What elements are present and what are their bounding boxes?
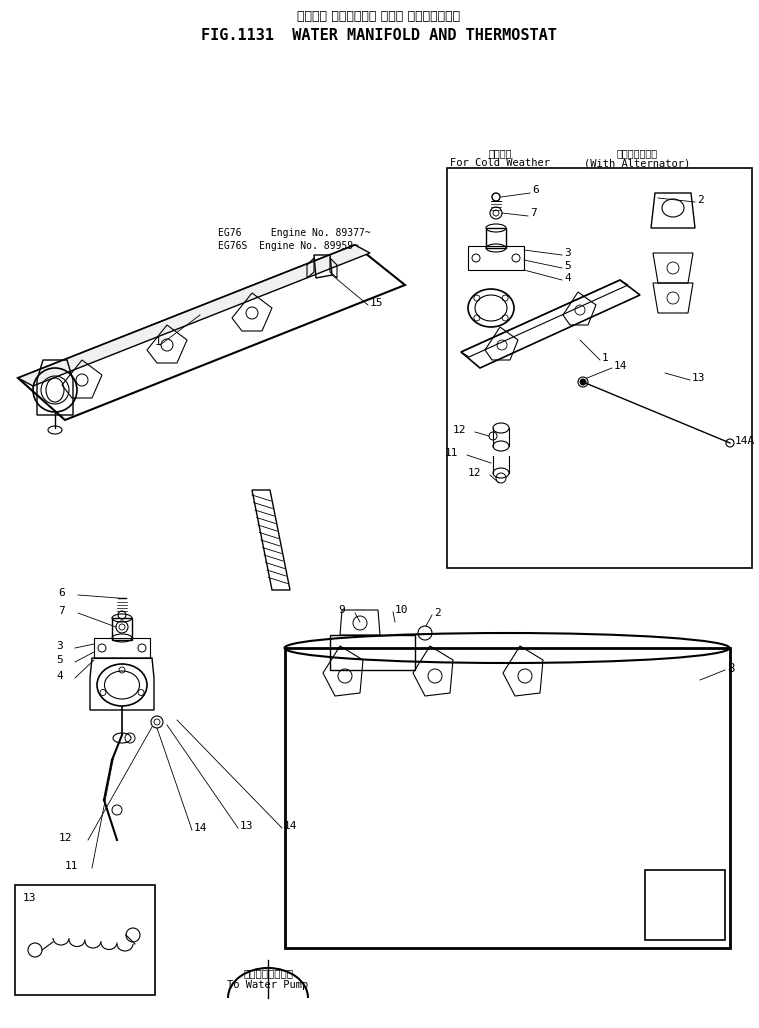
Text: 3: 3 xyxy=(564,248,571,258)
Text: 2: 2 xyxy=(434,608,441,618)
Text: 9: 9 xyxy=(339,605,345,615)
Polygon shape xyxy=(18,245,370,386)
Text: ウォータ マニホールド および サーモスタット: ウォータ マニホールド および サーモスタット xyxy=(298,10,461,23)
Text: EG76S  Engine No. 89959~: EG76S Engine No. 89959~ xyxy=(218,241,359,251)
Text: 11: 11 xyxy=(65,861,78,871)
Text: To Water Pump: To Water Pump xyxy=(228,980,309,990)
Text: (With Alternator): (With Alternator) xyxy=(584,158,690,168)
Text: 10: 10 xyxy=(395,605,408,615)
Text: 7: 7 xyxy=(530,208,537,218)
Text: 8: 8 xyxy=(727,661,735,674)
Text: For Cold Weather: For Cold Weather xyxy=(450,158,550,168)
Text: 寒冷仕様: 寒冷仕様 xyxy=(488,148,512,158)
Text: 13: 13 xyxy=(23,893,36,903)
Text: 6: 6 xyxy=(58,588,65,598)
Text: 4: 4 xyxy=(564,273,571,283)
Text: 1: 1 xyxy=(602,353,609,363)
Bar xyxy=(285,648,730,948)
Text: 12: 12 xyxy=(58,833,72,843)
Text: 3: 3 xyxy=(56,641,63,651)
Bar xyxy=(447,168,752,568)
Text: ウォータポンプへ: ウォータポンプへ xyxy=(243,968,293,978)
Text: 14: 14 xyxy=(194,823,207,833)
Text: 5: 5 xyxy=(56,655,63,665)
Text: 14A: 14A xyxy=(735,436,755,446)
Text: 11: 11 xyxy=(445,448,458,458)
Bar xyxy=(645,870,725,940)
Text: 13: 13 xyxy=(692,373,706,383)
Text: 1: 1 xyxy=(155,337,162,347)
Bar xyxy=(15,885,155,995)
Text: 14: 14 xyxy=(284,821,298,831)
Text: 13: 13 xyxy=(240,821,254,831)
Text: 5: 5 xyxy=(564,261,571,271)
Text: 6: 6 xyxy=(532,185,539,195)
Text: オルタネータ付: オルタネータ付 xyxy=(616,148,657,158)
Text: EG76     Engine No. 89377~: EG76 Engine No. 89377~ xyxy=(218,228,370,238)
Text: 12: 12 xyxy=(468,468,481,478)
Text: 15: 15 xyxy=(370,298,383,308)
Text: 2: 2 xyxy=(697,195,704,205)
Text: 7: 7 xyxy=(58,605,65,616)
Text: 4: 4 xyxy=(56,671,63,681)
Circle shape xyxy=(580,379,586,386)
Bar xyxy=(112,618,132,640)
Bar xyxy=(486,228,506,248)
Text: 14: 14 xyxy=(614,361,628,371)
Text: 12: 12 xyxy=(452,425,466,435)
Text: FIG.1131  WATER MANIFOLD AND THERMOSTAT: FIG.1131 WATER MANIFOLD AND THERMOSTAT xyxy=(201,28,557,43)
